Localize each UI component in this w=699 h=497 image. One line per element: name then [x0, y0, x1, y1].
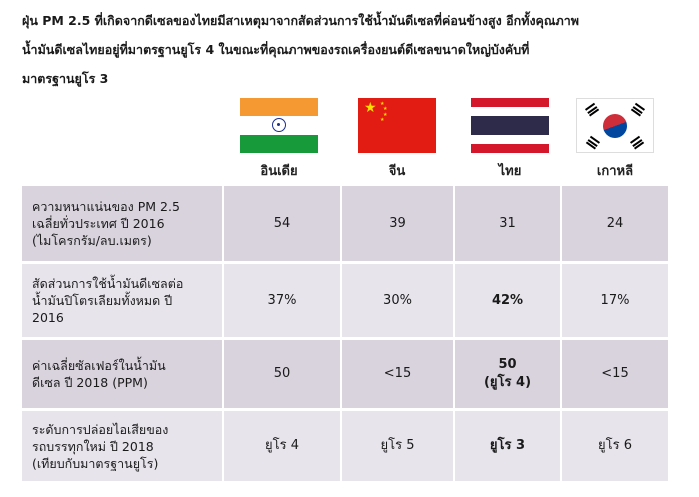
country-thailand: ไทย [452, 98, 568, 181]
table-row: ค่าเฉลี่ยซัลเฟอร์ในน้ำมัน ดีเซล ปี 2018 … [22, 338, 668, 411]
row-label: ระดับการปล่อยไอเสียของ รถบรรทุกใหม่ ปี 2… [22, 409, 224, 484]
label-line: ระดับการปล่อยไอเสียของ [32, 421, 169, 437]
label-line: สัดส่วนการใช้น้ำมันดีเซลต่อ [32, 276, 184, 291]
label-line: น้ำมันปิโตรเลียมทั้งหมด ปี [32, 293, 173, 308]
value-cell: 24 [561, 186, 668, 264]
label-line: (ไมโครกรัม/ลบ.เมตร) [32, 233, 152, 248]
south-korea-flag-icon [576, 98, 654, 153]
value-cell: 54 [223, 186, 342, 264]
india-flag-icon [240, 98, 318, 153]
china-flag-icon: ★ ★ ★ ★ ★ [358, 98, 436, 153]
value-cell: 37% [223, 262, 342, 340]
label-line: ค่าเฉลี่ยซัลเฟอร์ในน้ำมัน [32, 358, 166, 373]
value-cell-highlight: 50 (ยูโร 4) [454, 338, 562, 411]
value-cell: <15 [561, 338, 668, 411]
label-line: ดีเซล ปี 2018 (PPM) [32, 375, 148, 390]
label-line: รถบรรทุกใหม่ ปี 2018 [32, 438, 154, 454]
value-main: 50 [498, 357, 517, 372]
value-cell: ยูโร 6 [561, 409, 668, 484]
value-cell: ยูโร 5 [341, 409, 455, 484]
country-header: อินเดีย ★ ★ ★ ★ ★ จีน ไทย เกาหลี [0, 98, 699, 186]
table-row: ความหนาแน่นของ PM 2.5 เฉลี่ยทั่วประเทศ ป… [22, 186, 668, 264]
table-row: ระดับการปล่อยไอเสียของ รถบรรทุกใหม่ ปี 2… [22, 409, 668, 484]
value-cell: ยูโร 4 [223, 409, 342, 484]
title-line: มาตรฐานยูโร 3 [22, 71, 109, 86]
page-title: ฝุ่น PM 2.5 ที่เกิดจากดีเซลของไทยมีสาเหต… [22, 6, 682, 93]
label-line: (เทียบกับมาตรฐานยูโร) [32, 455, 159, 471]
value-cell: <15 [341, 338, 455, 411]
value-cell: 31 [454, 186, 562, 264]
title-line: น้ำมันดีเซลไทยอยู่ที่มาตรฐานยูโร 4 ในขณะ… [22, 42, 530, 57]
comparison-table: ความหนาแน่นของ PM 2.5 เฉลี่ยทั่วประเทศ ป… [22, 186, 668, 484]
label-line: 2016 [32, 310, 64, 325]
row-label: สัดส่วนการใช้น้ำมันดีเซลต่อ น้ำมันปิโตรเ… [22, 262, 224, 340]
value-cell: 30% [341, 262, 455, 340]
row-label: ความหนาแน่นของ PM 2.5 เฉลี่ยทั่วประเทศ ป… [22, 186, 224, 264]
country-name: จีน [388, 164, 406, 179]
label-line: ความหนาแน่นของ PM 2.5 [32, 199, 180, 214]
row-label: ค่าเฉลี่ยซัลเฟอร์ในน้ำมัน ดีเซล ปี 2018 … [22, 338, 224, 411]
country-china: ★ ★ ★ ★ ★ จีน [339, 98, 455, 181]
label-line: เฉลี่ยทั่วประเทศ ปี 2016 [32, 216, 165, 231]
thailand-flag-icon [471, 98, 549, 153]
value-cell-highlight: ยูโร 3 [454, 409, 562, 484]
value-cell: 50 [223, 338, 342, 411]
value-sub: (ยูโร 4) [483, 375, 532, 390]
country-name: อินเดีย [260, 164, 298, 179]
table-row: สัดส่วนการใช้น้ำมันดีเซลต่อ น้ำมันปิโตรเ… [22, 262, 668, 340]
value-cell-highlight: 42% [454, 262, 562, 340]
title-line: ฝุ่น PM 2.5 ที่เกิดจากดีเซลของไทยมีสาเหต… [22, 13, 580, 28]
country-name: เกาหลี [596, 164, 634, 179]
country-name: ไทย [498, 164, 522, 179]
value-cell: 17% [561, 262, 668, 340]
country-korea: เกาหลี [557, 98, 673, 181]
country-india: อินเดีย [221, 98, 337, 181]
value-cell: 39 [341, 186, 455, 264]
